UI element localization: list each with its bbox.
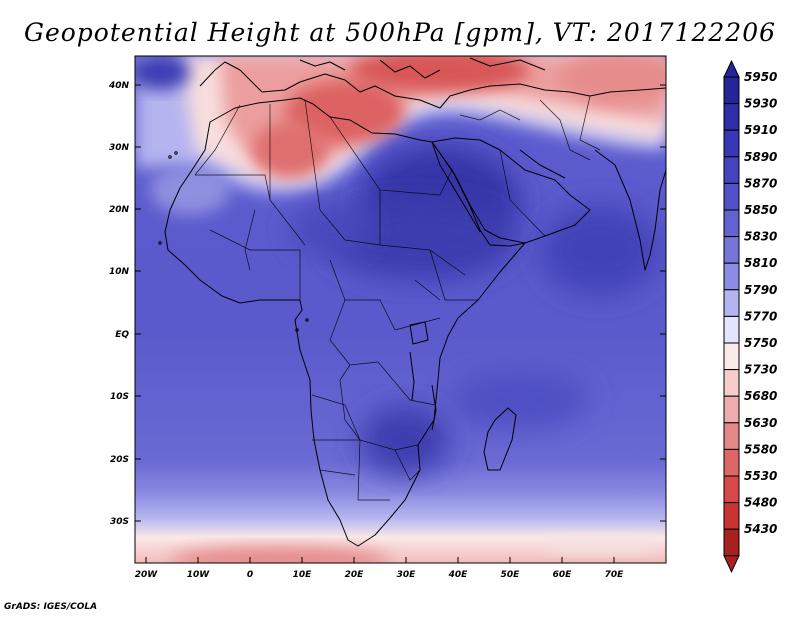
lon-label: 20E	[345, 570, 365, 580]
colorbar-label: 5910	[744, 123, 777, 137]
lon-label: 40E	[448, 570, 469, 580]
colorbar-label: 5890	[744, 150, 777, 164]
colorbar-swatch	[723, 262, 740, 291]
colorbar-label: 5530	[744, 469, 777, 483]
colorbar: 5950 5930 5910 5890 5870 5850 5830 5810 5790 5770…	[723, 59, 777, 573]
lat-label: 20N	[109, 205, 130, 215]
lat-label: 10N	[109, 267, 130, 277]
colorbar-label: 5870	[744, 176, 777, 190]
plot-frame	[134, 55, 667, 564]
lon-label: 0	[247, 570, 253, 580]
height-field	[135, 56, 666, 563]
colorbar-label: 5830	[744, 230, 777, 244]
lat-label: 30N	[109, 143, 130, 153]
colorbar-label: 5630	[744, 416, 777, 430]
country-borders	[194, 95, 601, 501]
lat-axis: 40N 30N 20N 10N EQ 10S 20S 30S	[108, 81, 666, 527]
colorbar-label: 5480	[744, 496, 777, 510]
colorbar-label: 5930	[744, 97, 777, 111]
colorbar-swatch	[723, 315, 740, 344]
colorbar-label: 5810	[744, 256, 777, 270]
lon-label: 10E	[293, 570, 313, 580]
lon-label: 20W	[135, 570, 159, 580]
colorbar-label: 5680	[744, 389, 777, 403]
colorbar-label: 5950	[744, 70, 777, 84]
colorbar-label: 5790	[744, 283, 777, 297]
lon-axis: 20W 10W 0 10E 20E 30E 40E 50E 60E 70E	[135, 557, 624, 580]
colorbar-arrow-bottom	[723, 555, 740, 573]
lon-label: 60E	[553, 570, 573, 580]
lat-label: 30S	[110, 517, 129, 527]
lon-label: 50E	[501, 570, 521, 580]
lon-label: 30E	[397, 570, 417, 580]
colorbar-label: 5750	[744, 336, 777, 350]
colorbar-label: 5730	[744, 363, 777, 377]
colorbar-label: 5770	[744, 309, 777, 323]
colorbar-swatch	[723, 528, 740, 557]
colorbar-swatch	[723, 502, 740, 530]
colorbar-label: 5430	[744, 522, 777, 536]
colorbar-swatch	[723, 448, 740, 477]
lat-label: 20S	[110, 455, 129, 465]
colorbar-swatch	[723, 475, 740, 504]
lon-label: 10W	[187, 570, 211, 580]
colorbar-arrow-top	[723, 59, 740, 78]
colorbar-label: 5580	[744, 442, 777, 456]
lon-label: 70E	[605, 570, 625, 580]
colorbar-label: 5850	[744, 203, 777, 217]
chart-title: Geopotential Height at 500hPa [gpm], VT:…	[23, 18, 777, 47]
colorbar-swatch	[723, 182, 740, 211]
colorbar-swatch	[723, 76, 740, 105]
colorbar-swatch	[723, 289, 740, 317]
colorbar-swatch	[723, 369, 740, 397]
colorbar-swatch	[723, 156, 740, 184]
lat-label: 10S	[110, 392, 129, 402]
colorbar-swatch	[723, 236, 740, 264]
coastlines	[158, 57, 667, 547]
credit-text: GrADS: IGES/COLA	[4, 602, 98, 612]
colorbar-swatch	[723, 395, 740, 424]
colorbar-swatch	[723, 342, 740, 371]
colorbar-swatch	[723, 129, 740, 158]
lat-label: EQ	[115, 330, 129, 340]
lat-label: 40N	[108, 81, 130, 91]
colorbar-swatch	[723, 209, 740, 238]
colorbar-swatch	[723, 422, 740, 450]
colorbar-swatch	[723, 103, 740, 131]
